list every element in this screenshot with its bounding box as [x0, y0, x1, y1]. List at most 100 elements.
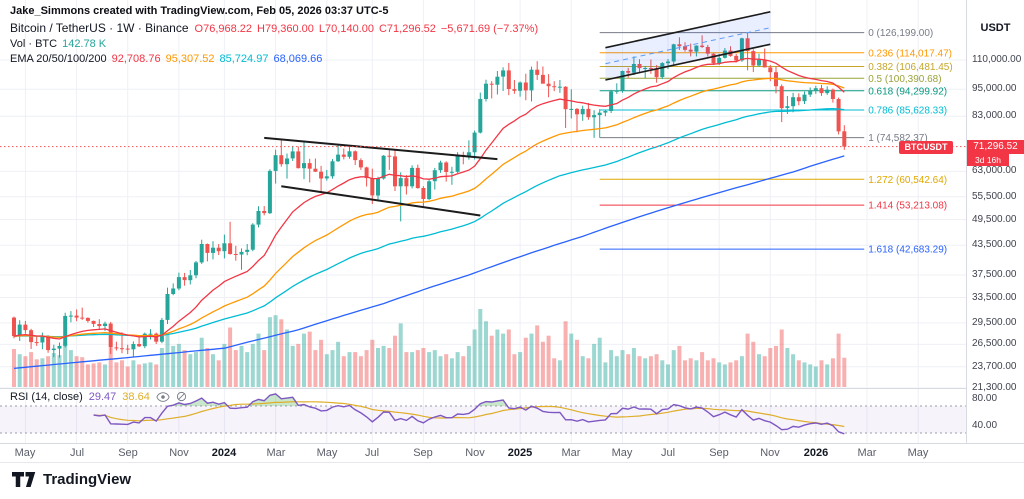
volume-bar: [285, 329, 289, 387]
volume-bar: [711, 358, 716, 387]
candle-body: [108, 323, 113, 348]
candle-body: [267, 170, 272, 214]
candle-body: [279, 155, 284, 165]
candle-body: [472, 132, 477, 153]
volume-bar: [609, 350, 614, 387]
time-axis-label: Sep: [709, 447, 729, 459]
volume-bar: [108, 348, 113, 387]
volume-bar: [17, 354, 22, 387]
price-axis-label: 63,000.00: [972, 165, 1017, 176]
volume-bar: [557, 360, 562, 387]
volume-bar: [125, 366, 130, 387]
candle-body: [324, 176, 329, 179]
volume-bar: [484, 321, 488, 387]
candle-body: [455, 154, 460, 172]
main-chart-canvas[interactable]: 0 (126,199.00) 0.236 (114,017.47) 0.382 (1…: [0, 0, 966, 443]
volume-bar: [120, 360, 124, 387]
volume-bar: [489, 335, 494, 387]
volume-bar: [614, 356, 619, 387]
price-axis-label: 29,500.00: [972, 317, 1017, 328]
candle-body: [484, 83, 488, 99]
trendline: [281, 185, 481, 217]
candle-body: [245, 249, 250, 252]
volume-bar: [245, 352, 250, 387]
candle-body: [353, 151, 358, 161]
candle-body: [449, 171, 454, 173]
volume-bar: [421, 348, 426, 387]
candle-body: [381, 155, 386, 179]
candle-body: [825, 89, 830, 94]
candle-body: [228, 243, 233, 254]
candle-body: [535, 69, 540, 75]
candle-body: [478, 99, 483, 133]
candle-body: [739, 38, 744, 61]
volume-bar: [427, 352, 432, 387]
volume-bar: [80, 357, 85, 387]
candle-body: [131, 344, 136, 350]
time-axis-label: May: [316, 447, 338, 459]
volume-bar: [779, 329, 784, 387]
time-axis[interactable]: May Jul Sep Nov 2024 Mar May Jul Sep Nov 2025 Mar Ma…: [0, 443, 1024, 462]
candle-body: [796, 97, 801, 102]
volume-bar: [330, 350, 335, 387]
rsi-line: [93, 393, 845, 435]
time-axis-label: Sep: [118, 447, 138, 459]
candle-body: [654, 68, 659, 78]
candle-body: [711, 53, 716, 64]
candle-body: [802, 94, 807, 102]
symbol-title[interactable]: Bitcoin / TetherUS · 1W · Binance: [10, 21, 189, 35]
candle-body: [779, 86, 784, 109]
volume-bar: [131, 360, 136, 387]
ema100-value: 85,724.97: [219, 53, 269, 65]
volume-bar: [643, 358, 648, 387]
candle-body: [620, 71, 625, 91]
rsi-legend: RSI (14, close) 29.47 38.64: [10, 391, 190, 403]
price-axis[interactable]: USDT 71,296.52 3d 16h 110,000.00 95,000.0…: [966, 0, 1024, 443]
candle-body: [666, 61, 670, 64]
volume-bar: [188, 354, 193, 387]
candle-body: [518, 82, 523, 91]
candle-body: [290, 151, 295, 159]
tradingview-logo[interactable]: TradingView: [12, 471, 131, 488]
fib-label: 0.236 (114,017.47): [868, 48, 952, 59]
footer: TradingView: [0, 462, 1024, 499]
price-axis-label: 21,300.00: [972, 382, 1017, 393]
candle-body: [432, 170, 437, 182]
time-axis-label: May: [907, 447, 929, 459]
volume-bar: [569, 333, 574, 387]
candle-body: [63, 315, 68, 346]
candle-body: [387, 155, 392, 157]
fib-label: 1.414 (53,213.08): [868, 201, 947, 212]
volume-bar: [694, 360, 699, 387]
tradingview-logo-text: TradingView: [43, 471, 132, 488]
volume-bar: [370, 339, 375, 387]
eye-icon[interactable]: [156, 391, 170, 403]
price-axis-label: 95,000.00: [972, 83, 1017, 94]
volume-bar: [825, 364, 830, 387]
candle-body: [376, 178, 380, 196]
volume-bar: [142, 363, 147, 387]
volume-bar: [592, 343, 597, 387]
volume-bar: [677, 345, 682, 387]
circle-slash-icon[interactable]: [176, 391, 190, 403]
candle-body: [68, 315, 73, 317]
price-axis-label: 83,000.00: [972, 110, 1017, 121]
time-axis-label: 2025: [507, 447, 533, 459]
candle-body: [142, 333, 147, 347]
price-change: −5,671.69 (−7.37%): [440, 23, 539, 35]
candle-body: [512, 89, 517, 91]
price-axis-label: 37,500.00: [972, 269, 1017, 280]
candle-body: [808, 90, 813, 95]
volume-bar: [631, 348, 636, 387]
volume-bar: [34, 359, 39, 387]
volume-bar: [580, 356, 585, 387]
price-axis-label: 26,500.00: [972, 338, 1017, 349]
candle-body: [205, 244, 210, 253]
candle-body: [557, 86, 562, 88]
volume-bar: [523, 337, 528, 387]
time-axis-label: Sep: [413, 447, 433, 459]
volume-bar: [705, 360, 710, 387]
rsi-ma-line: [93, 401, 845, 428]
candle-body: [671, 44, 676, 62]
ema-line: [13, 107, 845, 338]
